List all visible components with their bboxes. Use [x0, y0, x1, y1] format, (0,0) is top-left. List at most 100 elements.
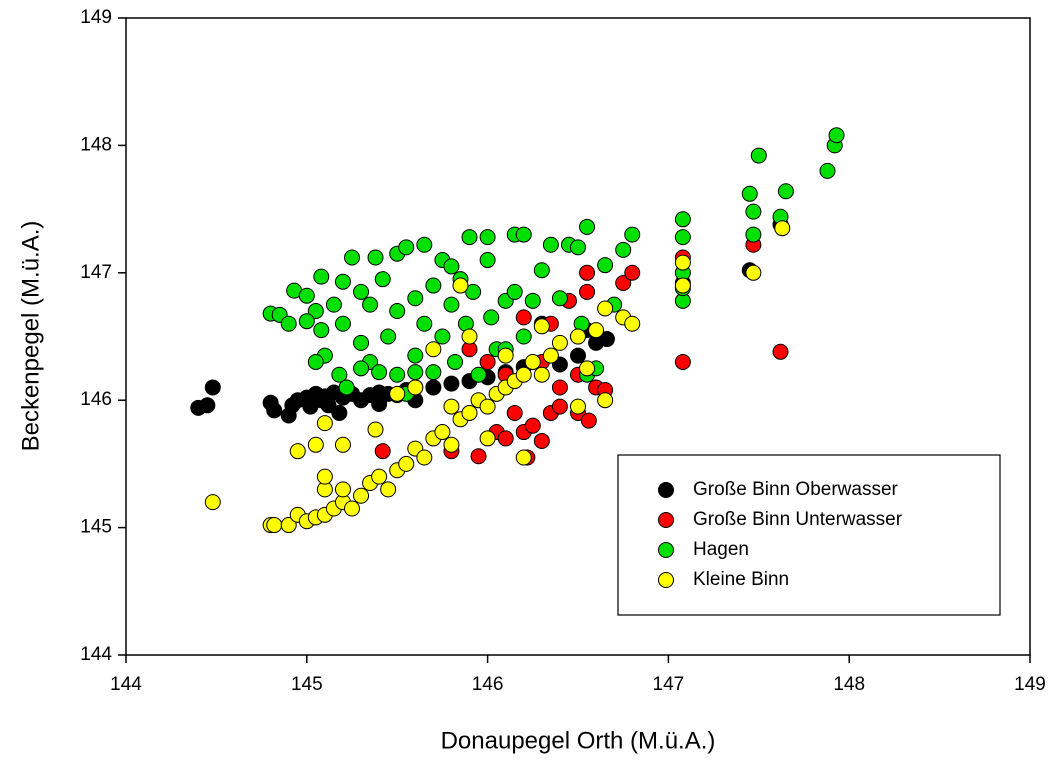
point [524, 353, 541, 370]
point [443, 375, 460, 392]
point [461, 328, 478, 345]
legend-marker [658, 482, 674, 498]
point [331, 404, 348, 421]
legend-box [617, 454, 1001, 616]
point [334, 273, 351, 290]
point [353, 487, 370, 504]
legend-marker [658, 572, 674, 588]
x-tick-label: 146 [472, 674, 504, 695]
point [280, 315, 297, 332]
point [407, 364, 424, 381]
point [515, 328, 532, 345]
point [425, 277, 442, 294]
point [425, 341, 442, 358]
point [579, 218, 596, 235]
point [443, 296, 460, 313]
x-tick-label: 145 [291, 674, 323, 695]
point [461, 404, 478, 421]
y-tick-label: 146 [80, 389, 112, 410]
point [570, 347, 586, 364]
point [353, 283, 370, 300]
point [325, 296, 342, 313]
point [772, 343, 789, 360]
point [745, 264, 762, 281]
point [204, 494, 221, 511]
point [497, 430, 514, 447]
point [334, 315, 351, 332]
point [367, 421, 384, 438]
point [407, 347, 424, 364]
point [416, 449, 433, 466]
point [443, 398, 460, 415]
point [298, 313, 315, 330]
point [313, 322, 330, 339]
point [380, 328, 397, 345]
point [470, 448, 487, 465]
point [588, 322, 605, 339]
point [266, 517, 283, 534]
point [674, 211, 691, 228]
point [374, 271, 391, 288]
legend-label: Kleine Binn [693, 569, 789, 590]
point [307, 353, 324, 370]
point [389, 385, 406, 402]
point [407, 379, 424, 396]
point [344, 249, 360, 266]
point [533, 366, 550, 383]
point [407, 290, 424, 307]
point [674, 229, 691, 246]
point [570, 239, 586, 256]
point [425, 364, 442, 381]
legend-marker [658, 542, 674, 558]
point [374, 443, 391, 460]
point [479, 252, 496, 269]
x-tick-label: 144 [110, 674, 142, 695]
point [515, 309, 532, 326]
point [316, 415, 333, 432]
legend: Große Binn Oberwasser Große Binn Unterwas… [617, 454, 1001, 616]
point [624, 264, 641, 281]
point [551, 379, 568, 396]
point [416, 315, 433, 332]
point [533, 318, 550, 335]
point [465, 283, 482, 300]
point [570, 398, 586, 415]
point [533, 432, 550, 449]
point [506, 283, 523, 300]
point [334, 436, 351, 453]
point [371, 468, 388, 485]
point [777, 183, 794, 200]
point [479, 229, 496, 246]
point [434, 424, 451, 441]
point [298, 287, 315, 304]
point [389, 303, 406, 320]
point [598, 331, 615, 348]
point [542, 347, 559, 364]
point [774, 220, 791, 237]
point [483, 309, 500, 326]
point [551, 398, 568, 415]
point [745, 203, 762, 220]
point [828, 127, 845, 144]
point [515, 366, 532, 383]
point [597, 392, 614, 409]
point [470, 366, 487, 383]
point [371, 396, 388, 413]
point [434, 328, 451, 345]
point [316, 468, 333, 485]
plot-frame [125, 17, 1031, 656]
point [579, 264, 596, 281]
y-tick-label: 144 [80, 644, 112, 665]
point [615, 241, 632, 258]
point [615, 274, 632, 291]
point [398, 239, 415, 256]
point [362, 296, 379, 313]
point [307, 303, 324, 320]
point [425, 379, 442, 396]
point [199, 397, 216, 414]
point [353, 334, 370, 351]
point [515, 226, 532, 243]
point [524, 292, 541, 309]
point [307, 436, 324, 453]
